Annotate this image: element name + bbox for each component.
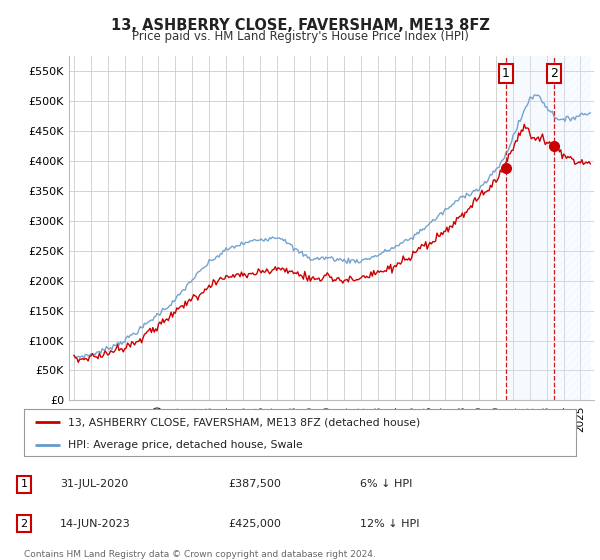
Text: £425,000: £425,000 (228, 519, 281, 529)
Text: HPI: Average price, detached house, Swale: HPI: Average price, detached house, Swal… (68, 440, 303, 450)
Text: 6% ↓ HPI: 6% ↓ HPI (360, 479, 412, 489)
Text: 2: 2 (550, 67, 558, 80)
Text: Price paid vs. HM Land Registry's House Price Index (HPI): Price paid vs. HM Land Registry's House … (131, 30, 469, 43)
Text: £387,500: £387,500 (228, 479, 281, 489)
Bar (554, 56, 590, 400)
Text: 13, ASHBERRY CLOSE, FAVERSHAM, ME13 8FZ: 13, ASHBERRY CLOSE, FAVERSHAM, ME13 8FZ (110, 18, 490, 33)
Text: 1: 1 (502, 67, 510, 80)
Text: 13, ASHBERRY CLOSE, FAVERSHAM, ME13 8FZ (detached house): 13, ASHBERRY CLOSE, FAVERSHAM, ME13 8FZ … (68, 417, 421, 427)
Text: 1: 1 (20, 479, 28, 489)
Text: 12% ↓ HPI: 12% ↓ HPI (360, 519, 419, 529)
Text: 14-JUN-2023: 14-JUN-2023 (60, 519, 131, 529)
Text: Contains HM Land Registry data © Crown copyright and database right 2024.
This d: Contains HM Land Registry data © Crown c… (24, 550, 376, 560)
Text: 2: 2 (20, 519, 28, 529)
Bar (506, 56, 554, 400)
Text: 31-JUL-2020: 31-JUL-2020 (60, 479, 128, 489)
